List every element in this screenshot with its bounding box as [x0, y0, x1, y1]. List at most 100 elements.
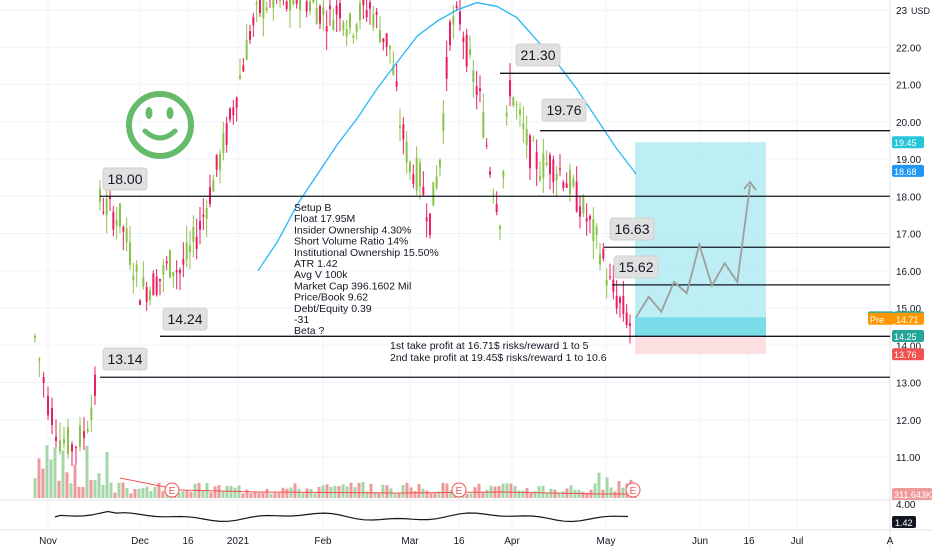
price-tags: 19.4518.68BDSX14.75Pre14.7114.2513.76311…: [868, 136, 932, 528]
volume-bar: [481, 492, 485, 498]
smiley-icon: [126, 91, 194, 159]
volume-bar: [433, 492, 437, 498]
volume-bar: [585, 492, 589, 498]
candle-body: [512, 97, 515, 106]
candle-body: [315, 7, 318, 25]
candle-body: [545, 162, 548, 165]
volume-bar: [517, 490, 521, 498]
x-tick-label: Jun: [692, 536, 708, 547]
candle-body: [129, 242, 131, 265]
candle-body: [252, 17, 255, 26]
setup-line: Debt/Equity 0.39: [294, 303, 372, 315]
earnings-marker: [164, 482, 180, 498]
setup-line: ATR 1.42: [294, 258, 338, 270]
setup-line: Avg V 100k: [294, 269, 348, 281]
volume-bar: [425, 490, 429, 498]
candle-body: [312, 0, 315, 3]
volume-bar: [249, 493, 253, 498]
candle-body: [562, 182, 565, 188]
candle-body: [602, 248, 605, 259]
price-tag-label: 18.68: [894, 167, 917, 177]
volume-bar: [289, 487, 293, 498]
candle-body: [502, 171, 505, 178]
candle-body: [192, 227, 195, 242]
setup-line: -31: [294, 314, 309, 326]
candle-body: [549, 154, 551, 175]
volume-bar: [269, 493, 273, 498]
y-tick-label: 23: [896, 6, 908, 17]
candle-body: [362, 0, 365, 6]
volume-bar: [541, 485, 545, 498]
candle-body: [319, 5, 321, 24]
candle-body: [462, 37, 465, 42]
volume-bar: [369, 483, 373, 498]
candle-body: [299, 0, 301, 11]
candle-body: [572, 178, 575, 187]
candle-body: [522, 123, 525, 130]
volume-bar: [349, 482, 353, 498]
candle-body: [90, 407, 93, 421]
candle-body: [139, 300, 141, 305]
candle-body: [399, 125, 401, 129]
volume-bar: [313, 493, 317, 498]
candle-body: [395, 81, 398, 87]
candle-body: [122, 226, 125, 232]
level-label: 19.76: [546, 102, 581, 118]
volume-bar: [545, 493, 549, 498]
x-tick-label: Feb: [314, 536, 332, 547]
candles: [34, 0, 631, 466]
candle-body: [232, 107, 235, 116]
volume-bar: [73, 464, 77, 498]
candle-body: [189, 245, 191, 253]
candle-body: [132, 276, 135, 281]
setup-line: Price/Book 9.62: [294, 292, 368, 304]
ma-line: [257, 1, 637, 272]
volume-bar: [41, 468, 45, 498]
candle-body: [352, 35, 355, 38]
candle-body: [389, 45, 391, 50]
candle-body: [435, 176, 438, 189]
volume-bar: [137, 488, 141, 498]
candle-body: [279, 0, 281, 2]
candle-body: [582, 197, 585, 214]
y-tick-label: 22.00: [896, 43, 921, 54]
candle-body: [532, 140, 535, 142]
moving-average: [257, 1, 637, 272]
volume-bar: [113, 492, 117, 498]
volume-bar: [441, 482, 445, 498]
volume-bar: [581, 491, 585, 498]
volume-bar: [221, 491, 225, 498]
candle-body: [59, 440, 61, 452]
y-tick-label: 17.00: [896, 230, 921, 241]
candle-body: [405, 141, 408, 163]
candle-body: [63, 439, 65, 444]
level-label: 15.62: [618, 259, 653, 275]
candle-body: [229, 108, 231, 120]
volume-bar: [261, 492, 265, 498]
volume-bar: [57, 480, 61, 498]
candle-body: [309, 1, 311, 12]
volume-bar: [53, 447, 57, 498]
x-axis[interactable]: Nov Dec 16 2021 Feb Mar 16 Apr May Jun 16 Jul A: [39, 536, 894, 547]
candle-body: [592, 219, 595, 242]
candle-body: [475, 86, 478, 96]
volume-bar: [521, 490, 525, 498]
volume-bar: [393, 493, 397, 498]
candle-body: [142, 277, 145, 287]
candle-body: [579, 206, 581, 217]
candle-body: [439, 159, 441, 168]
price-tag: [892, 348, 924, 361]
volume-bar: [185, 490, 189, 498]
x-tick-label: 16: [743, 536, 755, 547]
volume-bar: [401, 485, 405, 498]
candle-body: [495, 204, 498, 212]
candle-body: [79, 425, 81, 448]
candle-body: [509, 80, 511, 97]
volume-bar: [33, 478, 37, 498]
y-axis[interactable]: 11.00 12.00 13.00 14.00 15.00 16.00 17.00 18.00…: [896, 6, 931, 511]
y-tick-label: 15.00: [896, 304, 921, 315]
volume-bar: [213, 486, 217, 498]
candle-body: [239, 75, 241, 79]
